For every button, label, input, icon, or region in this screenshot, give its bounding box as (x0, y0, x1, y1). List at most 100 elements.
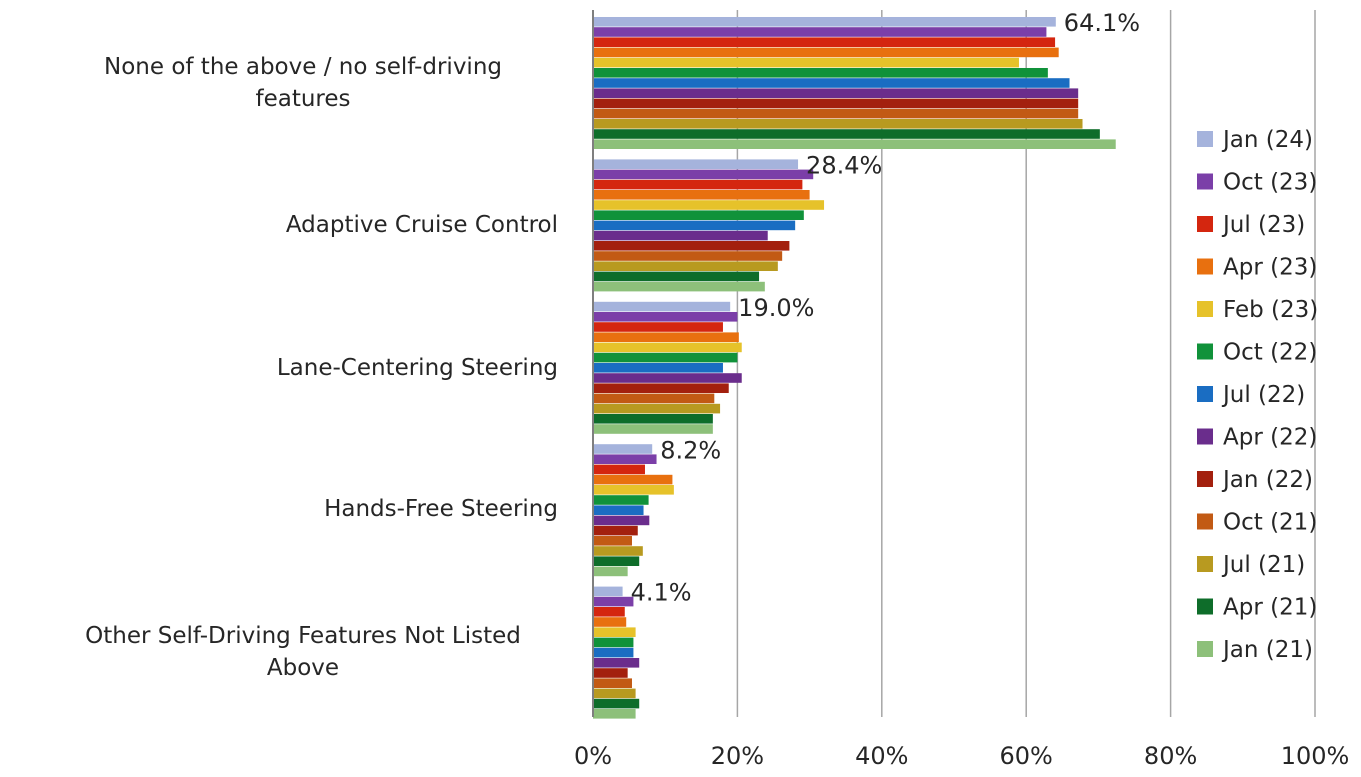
bar (593, 363, 723, 373)
bar (593, 709, 636, 719)
legend-label: Apr (22) (1223, 425, 1317, 451)
legend-label: Jan (24) (1221, 127, 1313, 153)
bar (593, 98, 1079, 109)
legend-swatch (1197, 428, 1213, 445)
data-label: 19.0% (738, 294, 814, 322)
bar (593, 505, 644, 515)
bar (593, 637, 634, 648)
bar (593, 495, 649, 505)
bar (593, 241, 790, 251)
bar (593, 88, 1079, 98)
bar (593, 485, 674, 495)
bar (593, 47, 1059, 58)
bar (593, 200, 825, 210)
legend-swatch (1197, 258, 1213, 275)
bar (593, 698, 640, 709)
bar (593, 474, 673, 485)
bar (593, 17, 1056, 27)
category-label: Adaptive Cruise Control (286, 212, 558, 238)
data-label: 4.1% (631, 579, 692, 607)
legend-label: Jul (21) (1221, 552, 1305, 578)
legend-swatch (1197, 216, 1213, 232)
legend-swatch (1197, 641, 1213, 657)
legend-swatch (1197, 301, 1213, 317)
bar (593, 271, 760, 282)
legend-label: Oct (23) (1223, 170, 1317, 196)
bar (593, 668, 628, 678)
bar (593, 658, 640, 668)
category-label: features (255, 86, 350, 112)
bar (593, 210, 804, 220)
category-label: Above (267, 655, 339, 681)
bar (593, 556, 640, 566)
x-tick-label: 40% (855, 742, 908, 770)
bar (593, 393, 715, 404)
bar (593, 678, 632, 688)
bar (593, 129, 1100, 139)
bar (593, 119, 1083, 129)
bar (593, 159, 799, 169)
x-tick-label: 20% (711, 742, 764, 770)
bar (593, 108, 1079, 119)
bar (593, 647, 634, 658)
bar (593, 566, 628, 577)
bar (593, 220, 796, 231)
category-labels: None of the above / no self-driving featu… (85, 54, 558, 681)
bar (593, 383, 729, 393)
bar (593, 627, 636, 637)
bar (593, 546, 643, 556)
bar (593, 57, 1019, 68)
legend-label: Jan (22) (1221, 467, 1313, 493)
legend-label: Apr (21) (1223, 595, 1317, 621)
bar (593, 312, 738, 322)
bar (593, 515, 650, 526)
legend-swatch (1197, 598, 1213, 615)
x-tick-label: 80% (1144, 742, 1197, 770)
bar (593, 607, 625, 617)
bar (593, 586, 623, 597)
bar (593, 251, 783, 261)
legend-swatch (1197, 471, 1213, 487)
legend: Jan (24) Oct (23) Jul (23) Apr (23) Feb (23)… (1197, 127, 1318, 663)
legend-label: Oct (21) (1223, 510, 1317, 536)
bar (593, 444, 653, 454)
category-label: None of the above / no self-driving (104, 54, 502, 80)
category-label: Lane-Centering Steering (277, 355, 558, 381)
bar (593, 525, 638, 536)
legend-swatch (1197, 386, 1213, 402)
x-axis-ticks: 0% 20% 40% 60% 80% 100% (574, 742, 1349, 770)
bar (593, 68, 1048, 78)
bars (593, 17, 1116, 719)
legend-label: Feb (23) (1223, 297, 1318, 323)
bar (593, 190, 810, 200)
data-label: 64.1% (1064, 9, 1140, 37)
category-label: Other Self-Driving Features Not Listed (85, 623, 521, 649)
bar (593, 322, 723, 332)
bar (593, 332, 739, 342)
bar (593, 169, 814, 180)
bar (593, 281, 765, 292)
legend-swatch (1197, 131, 1213, 147)
legend-label: Oct (22) (1223, 340, 1317, 366)
bar (593, 536, 632, 546)
legend-label: Jul (23) (1221, 212, 1305, 238)
x-tick-label: 60% (1000, 742, 1053, 770)
legend-swatch (1197, 343, 1213, 360)
bar (593, 688, 636, 699)
bar (593, 454, 657, 464)
bar (593, 424, 713, 434)
legend-label: Apr (23) (1223, 255, 1317, 281)
bar (593, 27, 1047, 37)
bar (593, 352, 738, 363)
bar (593, 230, 768, 241)
x-tick-label: 0% (574, 742, 612, 770)
bar (593, 464, 645, 475)
x-tick-label: 100% (1281, 742, 1350, 770)
bar (593, 179, 803, 190)
bar (593, 261, 778, 271)
data-label: 28.4% (806, 152, 882, 180)
bar (593, 301, 731, 312)
data-labels: 64.1% 28.4% 19.0% 8.2% 4.1% (631, 9, 1140, 607)
bar (593, 373, 742, 383)
